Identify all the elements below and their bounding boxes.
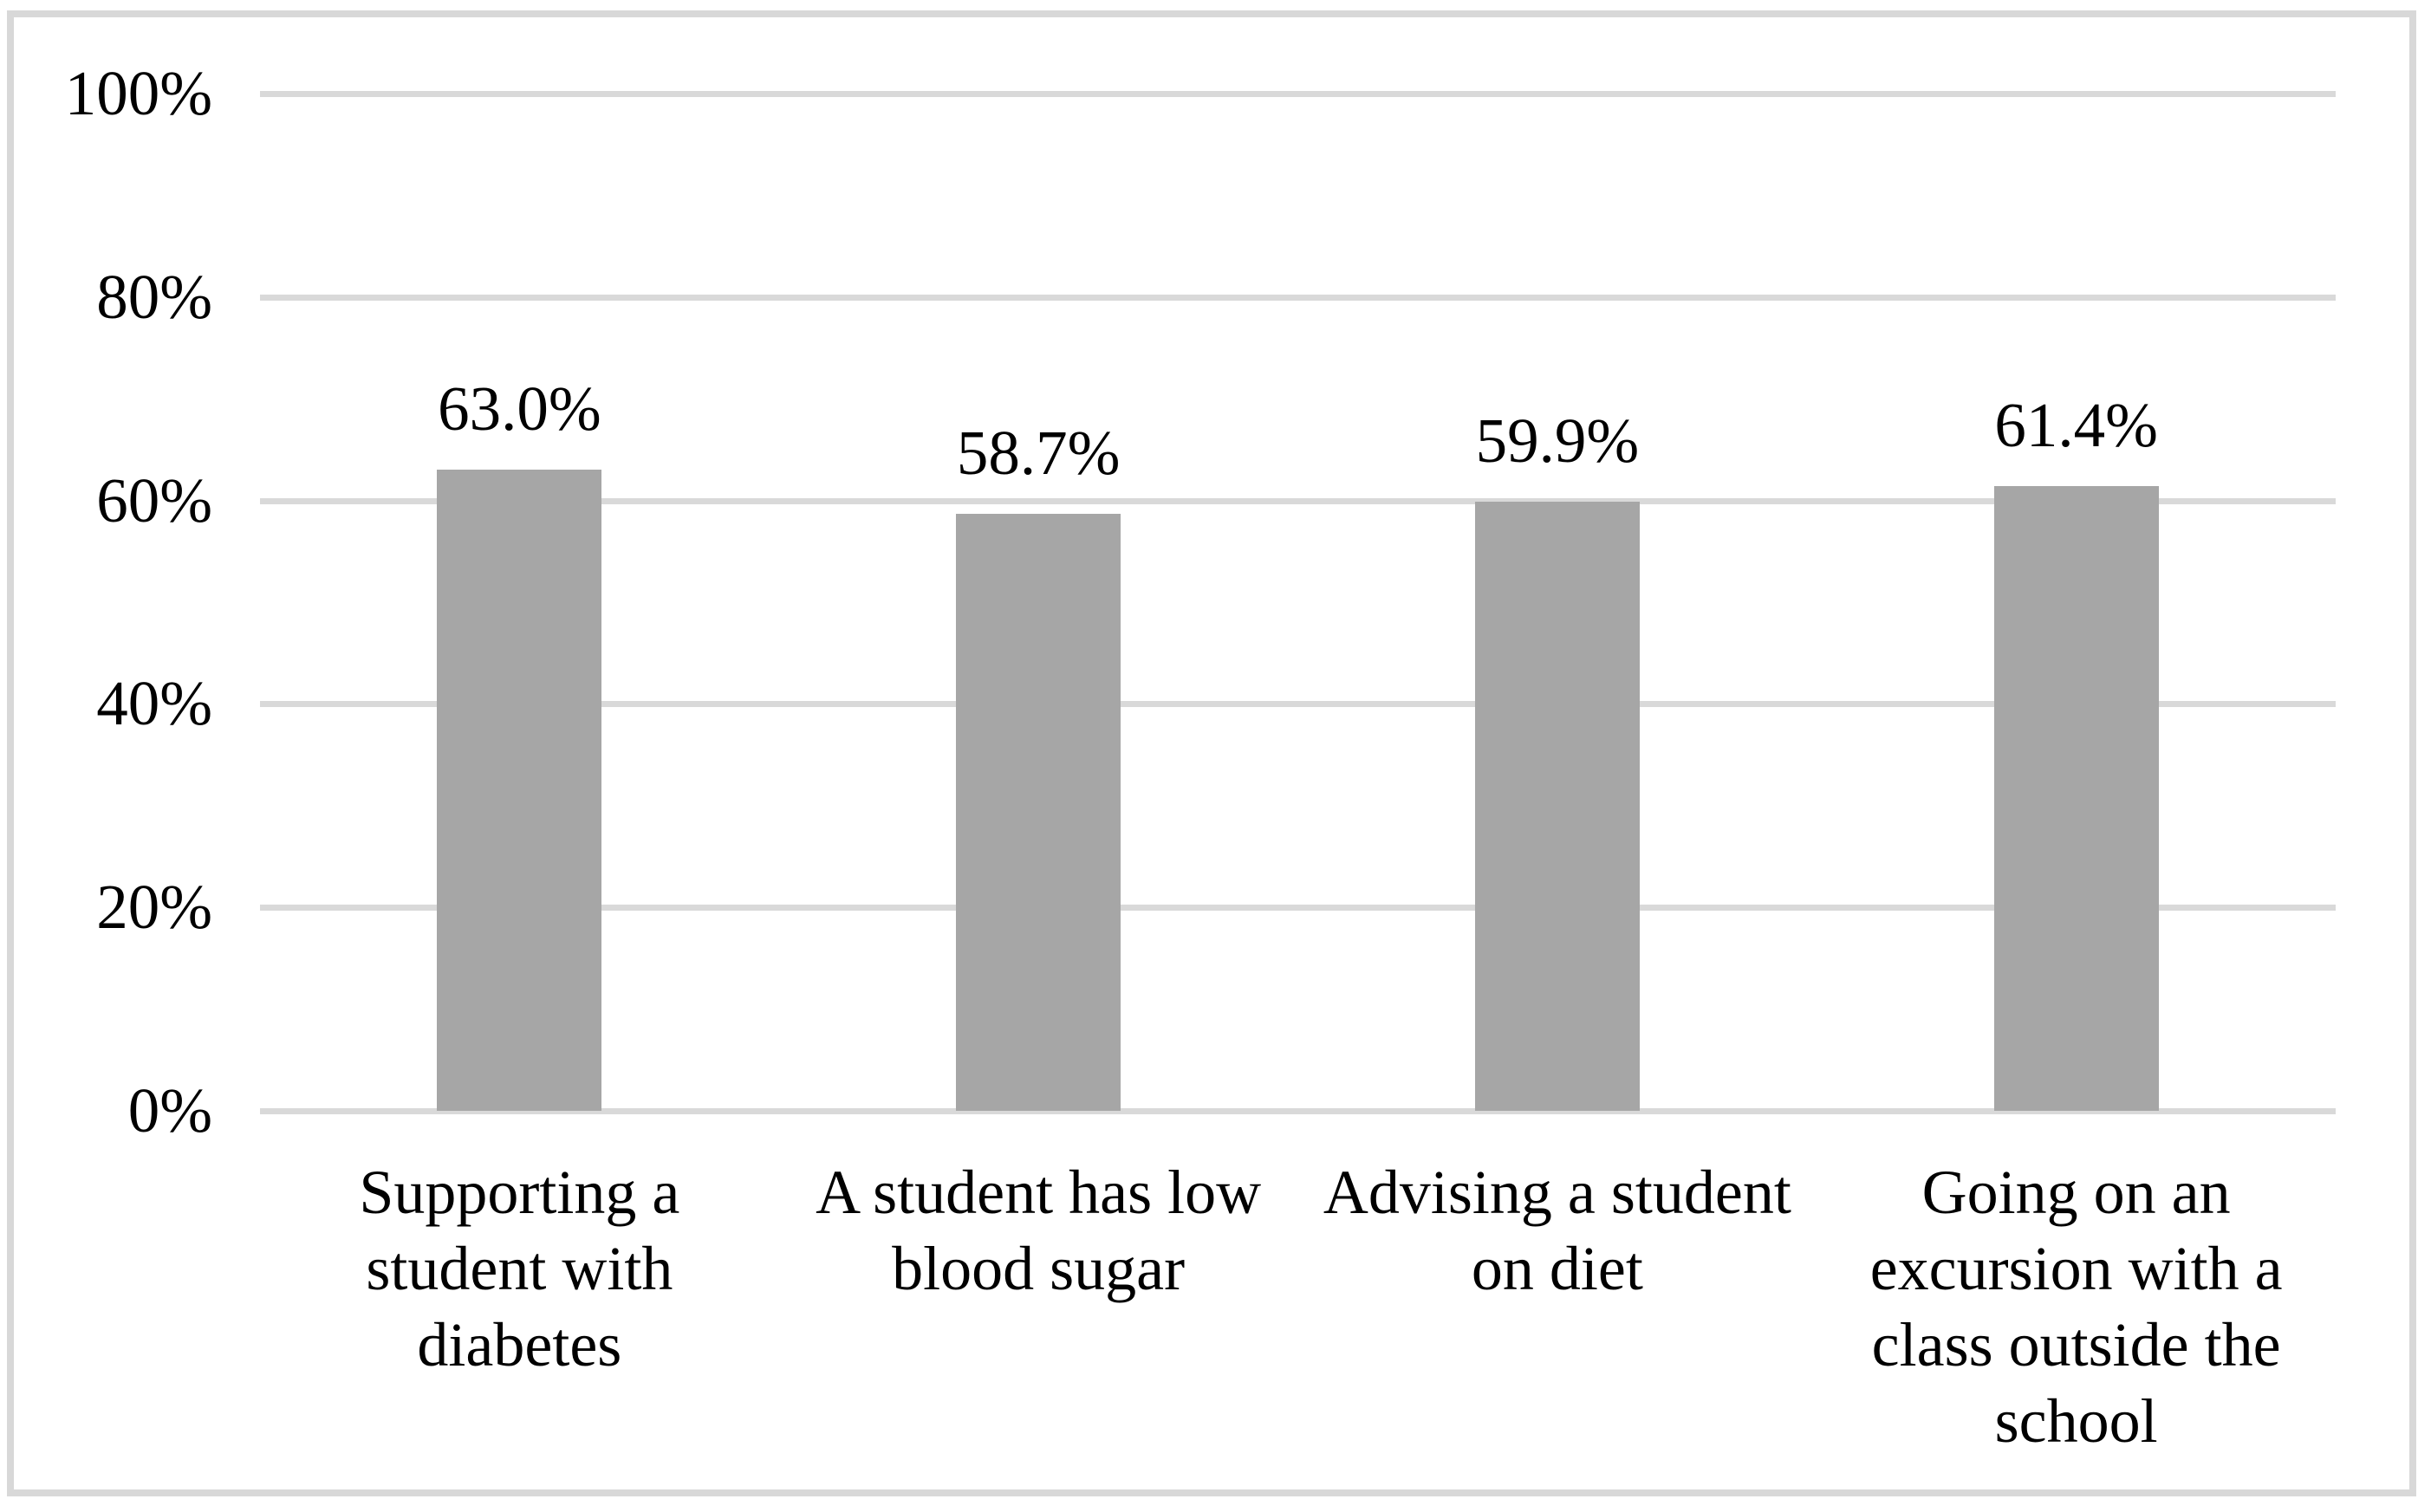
bar-value-label: 59.9% xyxy=(1475,405,1640,476)
y-axis-tick-label: 60% xyxy=(96,464,212,535)
gridline-40% xyxy=(260,701,2336,708)
bar-value-label: 61.4% xyxy=(1994,390,2158,461)
bar-2 xyxy=(956,513,1121,1111)
y-axis-tick-label: 0% xyxy=(127,1075,212,1145)
bar-value-label: 58.7% xyxy=(956,417,1121,488)
category-label: Supporting a student with diabetes xyxy=(359,1158,680,1379)
category-label: A student has low blood sugar xyxy=(816,1158,1262,1303)
bar-value-label: 63.0% xyxy=(438,373,601,445)
y-axis-tick-label: 40% xyxy=(96,668,212,739)
gridline-60% xyxy=(260,497,2336,504)
bar-3 xyxy=(1474,501,1640,1111)
category-label: Going on an excursion with a class outsi… xyxy=(1869,1158,2283,1456)
gridline-0% xyxy=(260,1108,2336,1114)
category-label: Advising a student on diet xyxy=(1323,1158,1791,1303)
bar-4 xyxy=(1993,486,2159,1111)
y-axis-tick-label: 20% xyxy=(96,872,212,943)
y-axis-tick-label: 80% xyxy=(96,261,212,332)
y-axis-tick-label: 100% xyxy=(64,58,212,128)
gridline-20% xyxy=(260,905,2336,912)
gridline-100% xyxy=(260,91,2336,97)
bar-1 xyxy=(437,470,602,1111)
gridline-80% xyxy=(260,294,2336,301)
